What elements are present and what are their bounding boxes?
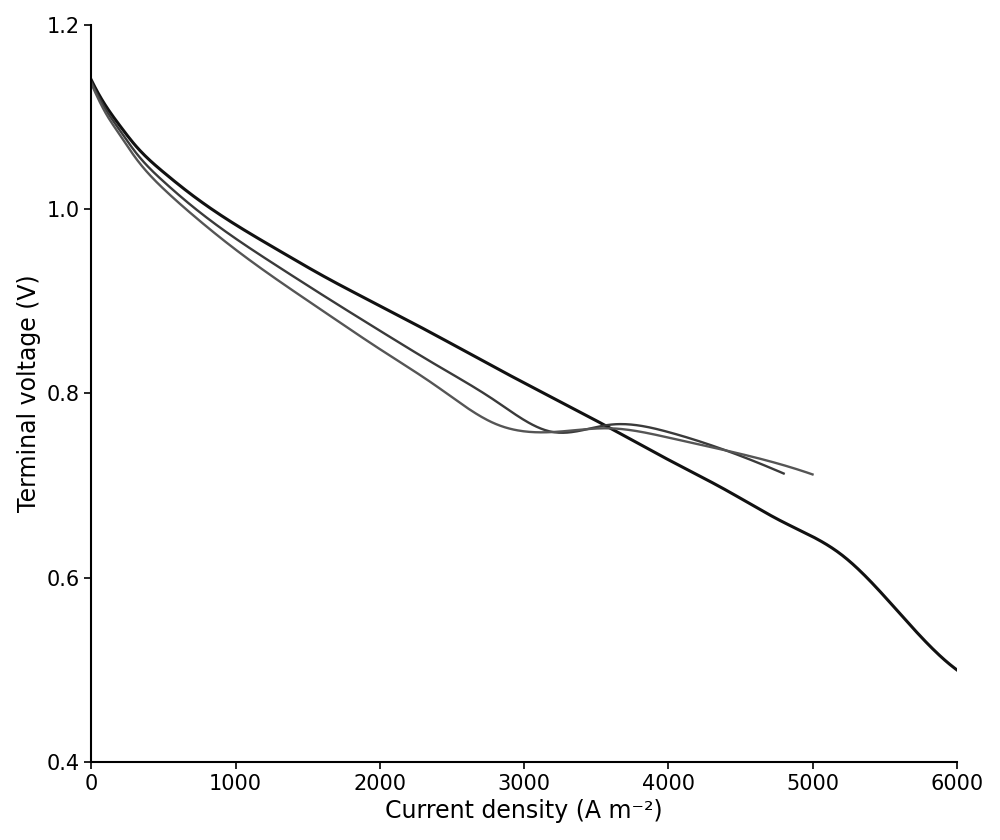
Y-axis label: Terminal voltage (V): Terminal voltage (V) (17, 275, 41, 512)
X-axis label: Current density (A m⁻²): Current density (A m⁻²) (385, 800, 663, 823)
